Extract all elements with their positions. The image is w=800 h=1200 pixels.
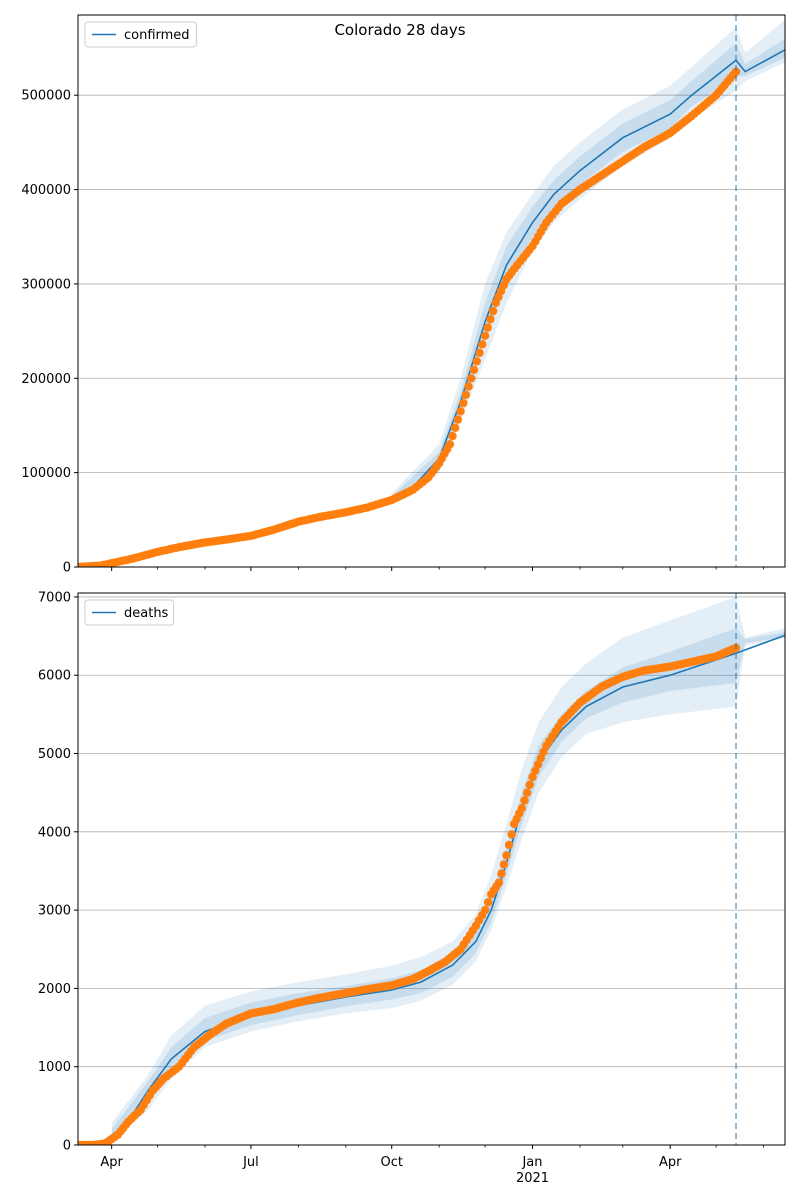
observed-point bbox=[464, 382, 473, 391]
observed-point bbox=[467, 374, 476, 383]
observed-point bbox=[451, 423, 460, 432]
observed-point bbox=[459, 398, 468, 408]
y-tick-label: 300000 bbox=[21, 277, 71, 292]
deaths-panel: 0 1000 2000 3000 4000 5000 6000 7000 Apr Jul Oct Ja… bbox=[38, 590, 786, 1186]
axes-frame bbox=[77, 14, 786, 568]
observed-point bbox=[480, 905, 490, 915]
observed-point bbox=[478, 340, 487, 349]
observed-point bbox=[445, 440, 455, 449]
x-tick-label: Oct bbox=[380, 1155, 402, 1170]
y-tick-label: 3000 bbox=[38, 904, 71, 919]
x-tick-label: Jan bbox=[521, 1155, 542, 1170]
observed-point bbox=[520, 796, 529, 805]
y-tick-label: 200000 bbox=[21, 372, 71, 387]
uncertainty-band-outer bbox=[391, 19, 785, 503]
x-tick-year-label: 2021 bbox=[516, 1171, 549, 1186]
y-tick-label: 400000 bbox=[21, 183, 71, 198]
observed-point bbox=[533, 760, 543, 769]
observed-point bbox=[453, 415, 463, 424]
observed-point bbox=[731, 67, 741, 76]
observed-point bbox=[499, 860, 509, 869]
legend-box bbox=[84, 599, 175, 626]
x-tick-label: Apr bbox=[659, 1155, 682, 1170]
uncertainty-band-inner bbox=[391, 38, 785, 501]
y-tick-label: 5000 bbox=[38, 747, 71, 762]
observed-point bbox=[525, 780, 534, 789]
x-tick-label: Apr bbox=[100, 1155, 123, 1170]
legend: deaths bbox=[84, 599, 175, 626]
observed-point bbox=[448, 431, 457, 441]
observed-point bbox=[480, 331, 490, 340]
observed-point bbox=[507, 830, 516, 839]
y-tick-label: 6000 bbox=[38, 669, 71, 684]
y-tick-label: 2000 bbox=[38, 982, 71, 997]
y-tick-label: 100000 bbox=[21, 466, 71, 481]
plot-area bbox=[78, 596, 785, 1145]
observed-point bbox=[528, 772, 537, 782]
legend-box bbox=[84, 21, 197, 48]
legend-label: deaths bbox=[124, 606, 169, 621]
figure-title: Colorado 28 days bbox=[334, 21, 466, 39]
observed-point bbox=[502, 851, 511, 860]
legend: confirmed bbox=[84, 21, 197, 48]
y-tick-label: 0 bbox=[63, 1139, 71, 1154]
legend-label: confirmed bbox=[124, 28, 190, 43]
observed-point bbox=[504, 840, 514, 850]
observed-point bbox=[483, 323, 492, 332]
observed-point bbox=[472, 357, 481, 366]
y-tick-label: 4000 bbox=[38, 825, 71, 840]
y-tick-label: 1000 bbox=[38, 1060, 71, 1075]
plot-area bbox=[78, 19, 785, 567]
observed-point bbox=[461, 390, 471, 399]
observed-point bbox=[475, 348, 484, 357]
observed-point bbox=[536, 754, 545, 763]
observed-point bbox=[469, 365, 479, 374]
observed-point bbox=[522, 788, 532, 797]
observed-point bbox=[488, 306, 498, 316]
x-tick-label: Jul bbox=[242, 1155, 259, 1170]
y-tick-label: 500000 bbox=[21, 89, 71, 104]
confirmed-panel: 0 100000 200000 300000 400000 500000 confirmed bbox=[21, 14, 786, 576]
y-tick-label: 7000 bbox=[38, 590, 71, 605]
observed-point bbox=[483, 898, 493, 907]
model-line-deaths bbox=[78, 634, 785, 1145]
observed-point bbox=[494, 878, 503, 887]
axes-frame bbox=[77, 592, 786, 1146]
y-tick-label: 0 bbox=[63, 561, 71, 576]
observed-point bbox=[517, 804, 526, 813]
observed-point bbox=[486, 315, 495, 324]
observed-point bbox=[497, 869, 506, 878]
observed-point bbox=[456, 407, 465, 416]
